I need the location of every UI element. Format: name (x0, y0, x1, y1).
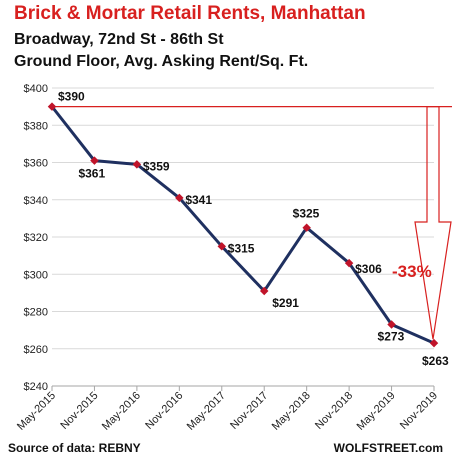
decline-percent-label: -33% (392, 262, 432, 281)
y-tick-label: $300 (24, 269, 48, 281)
data-label: $263 (422, 354, 449, 368)
x-tick-label: Nov-2015 (58, 390, 100, 432)
chart-subtitle-metric: Ground Floor, Avg. Asking Rent/Sq. Ft. (14, 53, 309, 70)
data-label: $390 (58, 90, 85, 104)
data-source: Source of data: REBNY (8, 441, 141, 455)
x-tick-label: Nov-2018 (313, 390, 355, 432)
x-tick-label: May-2015 (15, 390, 58, 433)
y-tick-label: $340 (24, 195, 48, 207)
chart-subtitle-location: Broadway, 72nd St - 86th St (14, 31, 224, 48)
data-label: $341 (185, 193, 212, 207)
brand-logo-text: WOLFSTREET.com (333, 441, 443, 455)
y-tick-label: $380 (24, 120, 48, 132)
x-tick-label: May-2016 (100, 390, 143, 433)
decline-arrow (414, 106, 452, 340)
data-label: $291 (272, 296, 299, 310)
data-point (302, 223, 311, 232)
chart-title: Brick & Mortar Retail Rents, Manhattan (14, 3, 366, 24)
data-point (217, 242, 227, 251)
data-label: $273 (378, 330, 405, 344)
data-label: $306 (355, 262, 382, 276)
x-tick-label: Nov-2017 (228, 390, 270, 432)
series-line (50, 105, 435, 345)
y-tick-label: $240 (24, 381, 48, 393)
data-point (344, 258, 354, 268)
data-label: $315 (228, 241, 255, 255)
x-tick-label: May-2017 (185, 390, 228, 433)
data-point (90, 156, 99, 165)
data-label: $359 (143, 159, 170, 173)
data-point (387, 320, 396, 329)
data-point (47, 102, 57, 111)
data-point (132, 160, 142, 169)
data-label: $325 (293, 207, 320, 221)
y-tick-label: $400 (24, 83, 48, 95)
y-tick-label: $260 (24, 344, 48, 356)
data-label: $361 (78, 167, 105, 181)
x-tick-label: Nov-2019 (398, 390, 440, 432)
x-tick-label: Nov-2016 (143, 390, 185, 432)
data-point (259, 286, 269, 296)
data-point (429, 338, 439, 348)
y-tick-label: $320 (24, 232, 48, 244)
x-tick-label: May-2019 (355, 390, 398, 433)
x-tick-label: May-2018 (270, 390, 313, 433)
data-point (175, 193, 184, 203)
y-tick-label: $280 (24, 307, 48, 319)
y-tick-label: $360 (24, 158, 48, 170)
